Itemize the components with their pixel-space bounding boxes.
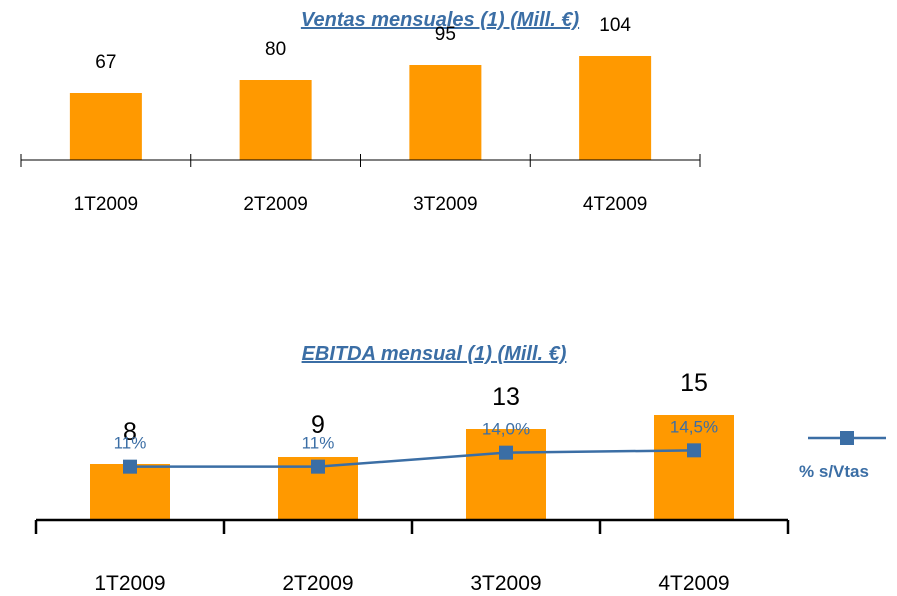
ebitda-chart-title: EBITDA mensual (1) (Mill. €) xyxy=(302,343,567,365)
series-value-label: 11% xyxy=(114,434,147,453)
series-line xyxy=(130,449,695,468)
bar-value-label: 104 xyxy=(599,15,631,36)
sales-x-axis xyxy=(20,154,701,167)
bar-value-label: 67 xyxy=(95,52,116,73)
sales-bars xyxy=(69,56,652,160)
bar xyxy=(69,93,142,160)
ebitda-value-labels: 8 9 13 15 xyxy=(123,369,708,446)
x-tick-label: 4T2009 xyxy=(658,572,729,595)
x-tick-label: 3T2009 xyxy=(470,572,541,595)
bar-value-label: 8 xyxy=(123,418,137,446)
ebitda-margin-labels: 11% 11% 14,0% 14,5% xyxy=(114,417,718,452)
legend-label: % s/Vtas xyxy=(799,462,869,481)
bar-value-label: 15 xyxy=(680,369,708,397)
bar-value-label: 9 xyxy=(311,411,325,439)
x-tick-label: 4T2009 xyxy=(583,194,647,215)
series-marker xyxy=(123,459,137,474)
x-tick-label: 1T2009 xyxy=(74,194,138,215)
sales-tick-labels: 1T2009 2T2009 3T2009 4T2009 xyxy=(74,194,648,215)
bar xyxy=(409,65,482,160)
ebitda-legend: % s/Vtas xyxy=(799,431,886,481)
x-tick-label: 2T2009 xyxy=(243,194,307,215)
ebitda-chart: EBITDA mensual (1) (Mill. €) 8 913 15 11% 1… xyxy=(34,343,886,595)
ebitda-margin-line xyxy=(123,443,701,474)
x-tick-label: 3T2009 xyxy=(413,194,477,215)
bar xyxy=(654,415,734,520)
bar xyxy=(466,429,546,520)
series-value-label: 14,5% xyxy=(670,417,718,436)
x-tick-label: 1T2009 xyxy=(94,572,165,595)
sales-value-labels: 67 80 95 104 xyxy=(95,15,631,73)
bar xyxy=(579,56,652,160)
legend-marker-square xyxy=(840,431,854,445)
bar xyxy=(239,80,312,160)
bar-value-label: 95 xyxy=(435,24,456,45)
ebitda-tick-labels: 1T2009 2T2009 3T2009 4T2009 xyxy=(94,572,729,595)
ebitda-x-axis xyxy=(34,518,790,534)
bar-value-label: 80 xyxy=(265,39,286,60)
series-marker xyxy=(499,445,513,460)
series-value-label: 14,0% xyxy=(482,420,530,439)
series-marker xyxy=(311,459,325,474)
sales-chart-title: Ventas mensuales (1) (Mill. €) xyxy=(301,9,580,31)
sales-chart: Ventas mensuales (1) (Mill. €) 67 80 95 104… xyxy=(20,9,701,215)
x-tick-label: 2T2009 xyxy=(282,572,353,595)
series-value-label: 11% xyxy=(302,434,335,453)
series-marker xyxy=(687,443,701,458)
bar-value-label: 13 xyxy=(492,383,520,411)
